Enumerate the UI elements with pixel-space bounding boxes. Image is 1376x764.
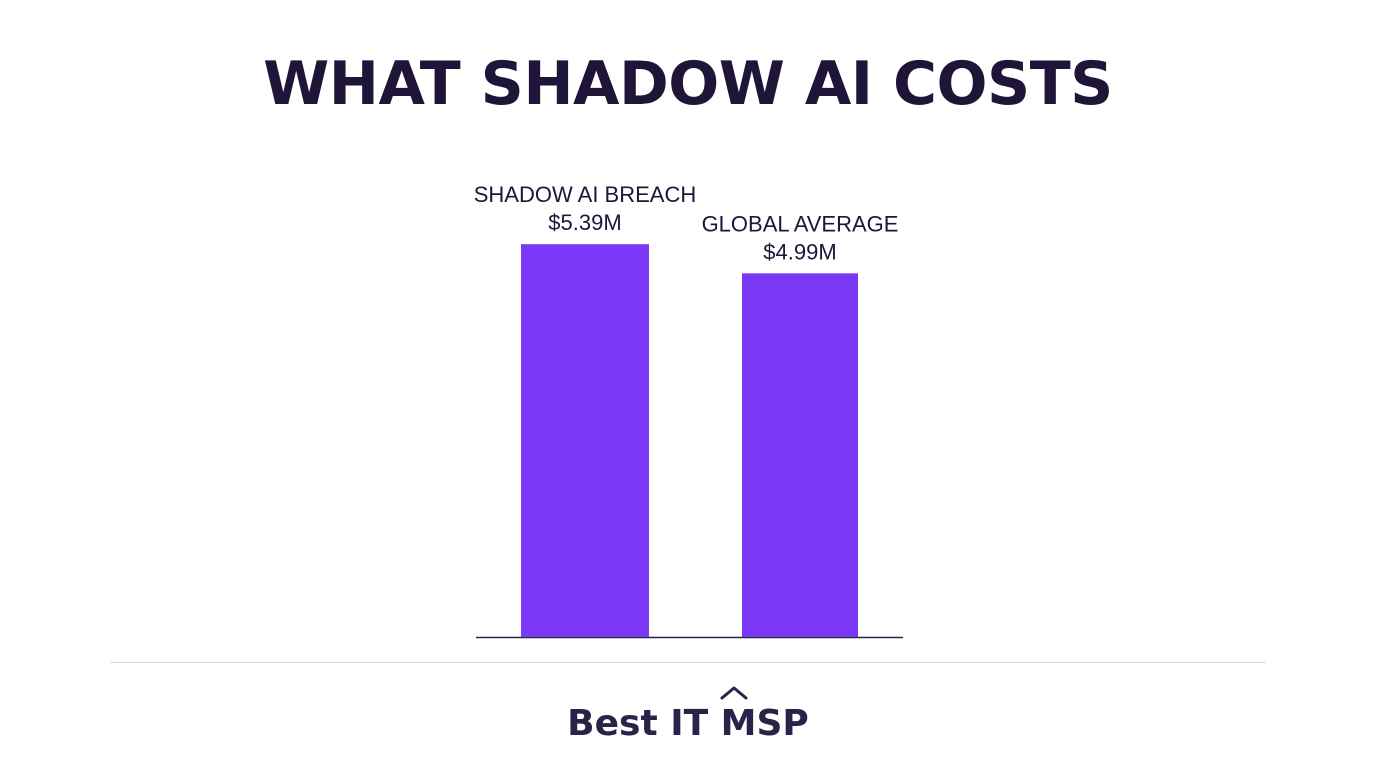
brand-logo-text: Best IT MSP (567, 703, 809, 744)
bar-1 (521, 244, 649, 637)
category-label-1: SHADOW AI BREACH (474, 182, 696, 207)
value-label-2: $4.99M (763, 239, 836, 264)
chevron-up-icon (720, 686, 748, 700)
value-label-1: $5.39M (548, 210, 621, 235)
category-label-2: GLOBAL AVERAGE (702, 211, 899, 236)
footer-divider (110, 662, 1266, 663)
chart-title: WHAT SHADOW AI COSTS (263, 49, 1113, 119)
bar-2 (742, 273, 858, 637)
